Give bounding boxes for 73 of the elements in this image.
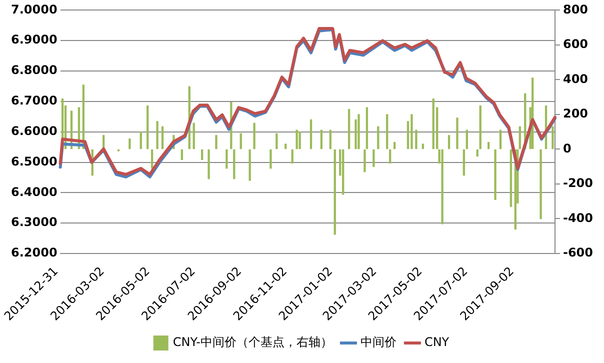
y-tick-label: 6.5000: [10, 154, 58, 168]
bar: [372, 149, 375, 167]
bar: [552, 126, 554, 150]
bar: [540, 149, 542, 220]
bar: [386, 114, 388, 150]
bar: [415, 130, 418, 150]
bar: [180, 149, 183, 160]
bar: [456, 118, 458, 150]
bar: [334, 149, 336, 235]
bar: [422, 144, 424, 150]
bar: [310, 119, 312, 150]
bar: [389, 149, 392, 164]
bar: [342, 149, 344, 195]
y-tick-label: 6.9000: [10, 32, 58, 47]
y-tick-label: 7.0000: [10, 2, 58, 16]
y2-tick-label: 400: [562, 72, 588, 86]
y2-tick-label: 800: [562, 2, 588, 16]
bar: [348, 108, 350, 150]
bar: [329, 130, 332, 150]
bar: [487, 142, 490, 150]
bar: [161, 126, 164, 150]
y-tick-label: 6.6000: [10, 124, 58, 138]
bar: [358, 114, 360, 150]
bar: [466, 130, 468, 150]
y2-tick-label: 200: [562, 106, 588, 121]
bar: [448, 135, 450, 150]
bar: [393, 142, 396, 150]
legend-label: CNY-中间价（个基点，右轴）: [172, 335, 332, 350]
bar: [510, 149, 512, 207]
bar: [462, 149, 466, 176]
legend-label: CNY: [424, 335, 450, 350]
bar: [364, 149, 366, 172]
bar: [441, 149, 444, 224]
bar: [253, 122, 256, 150]
bar: [284, 144, 287, 150]
bar: [377, 126, 380, 150]
bar: [140, 132, 142, 150]
bar: [192, 122, 195, 150]
bar: [240, 133, 242, 150]
bar: [146, 105, 149, 150]
y2-tick-label: -200: [562, 176, 593, 190]
bar: [320, 130, 323, 150]
bar: [499, 130, 502, 150]
bar: [233, 149, 236, 180]
bar: [291, 149, 294, 164]
bar: [270, 149, 272, 169]
y-tick-label: 6.3000: [10, 215, 58, 230]
bar: [296, 130, 298, 150]
bar: [215, 135, 218, 150]
bar: [366, 107, 368, 150]
bar: [200, 149, 204, 160]
bar: [410, 114, 413, 150]
y-tick-label: 6.8000: [10, 63, 58, 78]
y-tick-label: 6.2000: [10, 246, 58, 260]
bar: [128, 138, 131, 150]
bar: [298, 132, 301, 150]
bar: [432, 98, 434, 150]
y-tick-label: 6.7000: [10, 94, 58, 108]
bar: [208, 149, 210, 180]
y2-tick-label: -600: [562, 246, 593, 260]
bar: [494, 149, 496, 200]
bar: [476, 149, 478, 157]
y-tick-label: 6.4000: [10, 184, 58, 199]
y2-tick-label: 0: [562, 141, 572, 156]
bar: [479, 105, 482, 150]
bar: [518, 126, 521, 150]
legend-label: 中间价: [360, 335, 396, 350]
y2-tick-label: -400: [562, 210, 593, 225]
bar: [226, 149, 228, 169]
bar: [276, 133, 278, 150]
bar: [248, 149, 251, 181]
bar: [156, 121, 158, 150]
y2-tick-label: 600: [562, 37, 588, 52]
